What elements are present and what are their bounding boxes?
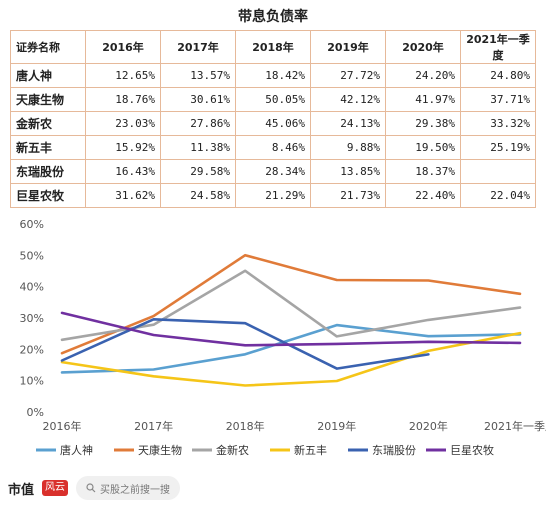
table-cell: 29.58% [160, 159, 236, 184]
table-cell: 24.13% [310, 111, 386, 136]
table-cell: 30.61% [160, 87, 236, 112]
table-cell: 37.71% [460, 87, 536, 112]
table-cell: 13.57% [160, 63, 236, 88]
table-cell: 33.32% [460, 111, 536, 136]
table-cell: 27.86% [160, 111, 236, 136]
security-name: 唐人神 [10, 63, 86, 88]
table-cell: 15.92% [85, 135, 161, 160]
y-tick-label: 60% [20, 218, 44, 231]
table-cell: 19.50% [385, 135, 461, 160]
x-tick-label: 2017年 [134, 419, 173, 433]
security-name: 天康生物 [10, 87, 86, 112]
brand-logo: 风云 [42, 480, 69, 496]
table-cell: 50.05% [235, 87, 311, 112]
debt-ratio-table: 证券名称 2016年 2017年 2018年 2019年 2020年 2021年… [10, 30, 536, 208]
legend-label: 唐人神 [60, 443, 93, 457]
series-line [60, 331, 522, 387]
table-cell: 18.37% [385, 159, 461, 184]
table-cell: 24.58% [160, 183, 236, 208]
column-header: 2018年 [235, 30, 311, 64]
series-line [60, 323, 522, 374]
table-cell: 24.80% [460, 63, 536, 88]
table-cell [460, 159, 536, 184]
table-cell: 28.34% [235, 159, 311, 184]
x-tick-label: 2019年 [317, 419, 356, 433]
table-cell: 12.65% [85, 63, 161, 88]
x-tick-label: 2016年 [43, 419, 82, 433]
legend-label: 金新农 [216, 443, 249, 457]
table-cell: 8.46% [235, 135, 311, 160]
x-tick-label: 2021年一季度 [484, 419, 546, 433]
search-placeholder: 买股之前搜一搜 [100, 484, 171, 496]
table-cell: 31.62% [85, 183, 161, 208]
table-row: 东瑞股份 16.43% 29.58% 28.34% 13.85% 18.37% [10, 159, 536, 184]
y-tick-label: 50% [20, 249, 44, 262]
series-line [60, 311, 522, 347]
table-row: 唐人神 12.65% 13.57% 18.42% 27.72% 24.20% 2… [10, 63, 536, 88]
legend-label: 新五丰 [294, 443, 327, 457]
column-header: 2016年 [85, 30, 161, 64]
legend-label: 东瑞股份 [372, 443, 416, 457]
brand-name: 市值 [8, 482, 35, 498]
security-name: 东瑞股份 [10, 159, 86, 184]
table-row: 金新农 23.03% 27.86% 45.06% 24.13% 29.38% 3… [10, 111, 536, 136]
series-line [60, 318, 430, 370]
search-box[interactable]: 买股之前搜一搜 [76, 476, 181, 500]
series-line [60, 253, 522, 355]
table-cell: 21.29% [235, 183, 311, 208]
y-tick-label: 20% [20, 343, 44, 356]
security-name: 新五丰 [10, 135, 86, 160]
column-header: 2017年 [160, 30, 236, 64]
column-header: 2020年 [385, 30, 461, 64]
column-header: 2019年 [310, 30, 386, 64]
column-header-name: 证券名称 [10, 30, 86, 64]
table-cell: 21.73% [310, 183, 386, 208]
table-cell: 29.38% [385, 111, 461, 136]
legend-label: 巨星农牧 [450, 443, 494, 457]
table-row: 巨星农牧 31.62% 24.58% 21.29% 21.73% 22.40% … [10, 183, 536, 208]
table-cell: 22.04% [460, 183, 536, 208]
table-title: 带息负债率 [238, 9, 308, 25]
y-tick-label: 0% [27, 406, 44, 419]
table-cell: 27.72% [310, 63, 386, 88]
security-name: 金新农 [10, 111, 86, 136]
legend-label: 天康生物 [138, 443, 182, 457]
table-cell: 22.40% [385, 183, 461, 208]
x-tick-label: 2020年 [409, 419, 448, 433]
x-tick-label: 2018年 [226, 419, 265, 433]
table-cell: 25.19% [460, 135, 536, 160]
y-tick-label: 40% [20, 281, 44, 294]
table-cell: 23.03% [85, 111, 161, 136]
table-cell: 42.12% [310, 87, 386, 112]
table-cell: 24.20% [385, 63, 461, 88]
footer-bar: 市值 风云 买股之前搜一搜 [8, 476, 181, 500]
table-cell: 18.42% [235, 63, 311, 88]
table-cell: 45.06% [235, 111, 311, 136]
table-cell: 11.38% [160, 135, 236, 160]
y-tick-label: 30% [20, 312, 44, 325]
table-row: 新五丰 15.92% 11.38% 8.46% 9.88% 19.50% 25.… [10, 135, 536, 160]
table-cell: 9.88% [310, 135, 386, 160]
table-cell: 16.43% [85, 159, 161, 184]
table-cell: 41.97% [385, 87, 461, 112]
security-name: 巨星农牧 [10, 183, 86, 208]
column-header: 2021年一季度 [460, 30, 536, 64]
table-cell: 18.76% [85, 87, 161, 112]
table-header-row: 证券名称 2016年 2017年 2018年 2019年 2020年 2021年… [10, 30, 536, 64]
table-row: 天康生物 18.76% 30.61% 50.05% 42.12% 41.97% … [10, 87, 536, 112]
table-cell: 13.85% [310, 159, 386, 184]
debt-ratio-line-chart: 0% 10% 20% 30% 40% 50% 60% 2016年 2017年 2018年 2019年… [20, 218, 546, 457]
search-icon [86, 483, 96, 493]
y-tick-label: 10% [20, 375, 44, 388]
